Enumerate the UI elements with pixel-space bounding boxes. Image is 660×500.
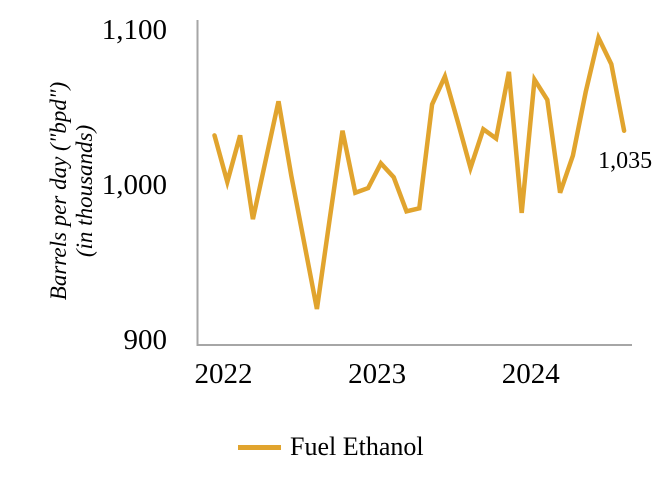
y-tick-label: 1,000 — [101, 168, 167, 201]
fuel-ethanol-series-line — [212, 31, 627, 310]
legend-label: Fuel Ethanol — [290, 432, 424, 461]
legend: Fuel Ethanol — [238, 432, 424, 462]
legend-line-swatch — [238, 444, 281, 450]
data-label-last-point: 1,035 — [598, 147, 653, 174]
x-tick-label: 2023 — [348, 358, 407, 390]
y-tick-label: 1,100 — [101, 13, 167, 46]
y-tick-label: 900 — [123, 323, 168, 356]
x-tick-label: 2022 — [194, 358, 253, 390]
x-tick-label: 2024 — [501, 358, 560, 390]
